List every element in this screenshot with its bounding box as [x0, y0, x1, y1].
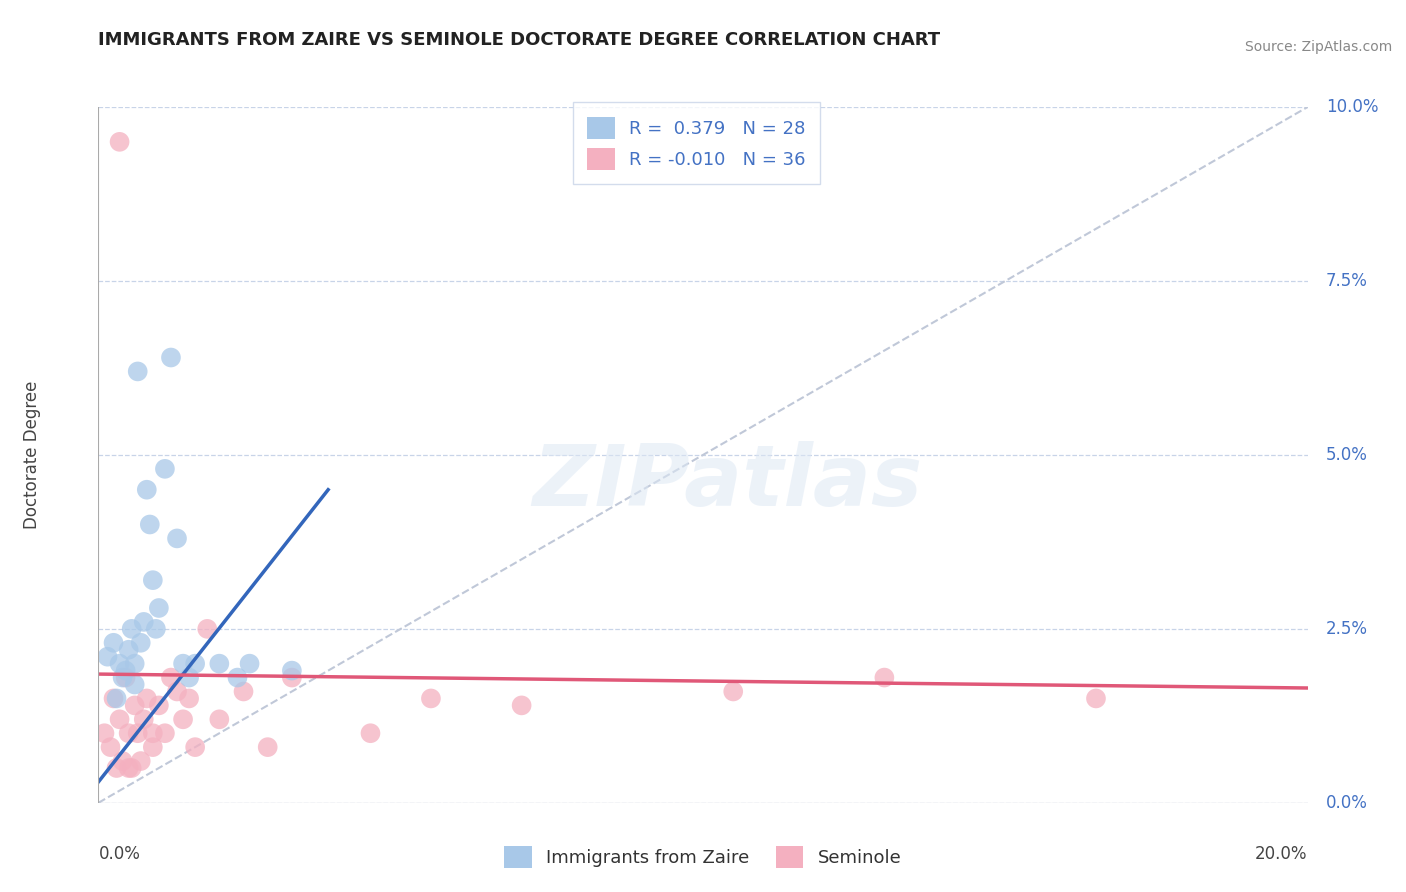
Point: [132, 615, 155, 629]
Point: [118, 642, 141, 657]
Point: [208, 712, 231, 726]
Point: [135, 691, 157, 706]
Text: IMMIGRANTS FROM ZAIRE VS SEMINOLE DOCTORATE DEGREE CORRELATION CHART: IMMIGRANTS FROM ZAIRE VS SEMINOLE DOCTOR…: [98, 31, 941, 49]
Point: [160, 351, 183, 365]
Point: [184, 657, 207, 671]
Point: [139, 517, 162, 532]
Point: [108, 712, 131, 726]
Point: [232, 684, 254, 698]
Point: [93, 726, 115, 740]
Point: [111, 754, 134, 768]
Point: [135, 483, 157, 497]
Point: [148, 698, 170, 713]
Point: [105, 691, 128, 706]
Point: [105, 761, 128, 775]
Legend: Immigrants from Zaire, Seminole: Immigrants from Zaire, Seminole: [495, 838, 911, 877]
Point: [142, 740, 165, 755]
Point: [129, 754, 152, 768]
Point: [124, 677, 146, 691]
Point: [179, 691, 201, 706]
Point: [132, 712, 155, 726]
Point: [184, 740, 207, 755]
Point: [1085, 691, 1108, 706]
Point: [100, 740, 122, 755]
Text: Source: ZipAtlas.com: Source: ZipAtlas.com: [1244, 40, 1392, 54]
Point: [195, 622, 218, 636]
Point: [239, 657, 262, 671]
Point: [118, 726, 141, 740]
Point: [148, 601, 170, 615]
Text: 10.0%: 10.0%: [1326, 98, 1378, 116]
Point: [510, 698, 533, 713]
Point: [172, 657, 194, 671]
Point: [127, 364, 149, 378]
Point: [160, 671, 183, 685]
Text: 0.0%: 0.0%: [1326, 794, 1368, 812]
Point: [360, 726, 382, 740]
Point: [208, 657, 231, 671]
Point: [420, 691, 443, 706]
Point: [129, 636, 152, 650]
Point: [127, 726, 149, 740]
Point: [121, 622, 143, 636]
Point: [153, 726, 176, 740]
Text: 2.5%: 2.5%: [1326, 620, 1368, 638]
Point: [114, 671, 136, 685]
Point: [121, 761, 143, 775]
Point: [124, 698, 146, 713]
Point: [226, 671, 249, 685]
Point: [114, 664, 136, 678]
Text: Doctorate Degree: Doctorate Degree: [22, 381, 41, 529]
Text: 5.0%: 5.0%: [1326, 446, 1368, 464]
Point: [179, 671, 201, 685]
Point: [166, 532, 188, 546]
Point: [281, 664, 304, 678]
Point: [153, 462, 176, 476]
Point: [145, 622, 167, 636]
Point: [124, 657, 146, 671]
Text: 20.0%: 20.0%: [1256, 845, 1308, 863]
Point: [111, 671, 134, 685]
Point: [108, 657, 131, 671]
Text: 0.0%: 0.0%: [98, 845, 141, 863]
Point: [103, 636, 125, 650]
Point: [103, 691, 125, 706]
Point: [142, 726, 165, 740]
Point: [281, 671, 304, 685]
Point: [96, 649, 118, 664]
Text: 7.5%: 7.5%: [1326, 272, 1368, 290]
Point: [142, 573, 165, 587]
Point: [873, 671, 896, 685]
Point: [118, 761, 141, 775]
Text: ZIPatlas: ZIPatlas: [531, 442, 922, 524]
Point: [172, 712, 194, 726]
Point: [723, 684, 745, 698]
Point: [166, 684, 188, 698]
Point: [108, 135, 131, 149]
Point: [256, 740, 278, 755]
